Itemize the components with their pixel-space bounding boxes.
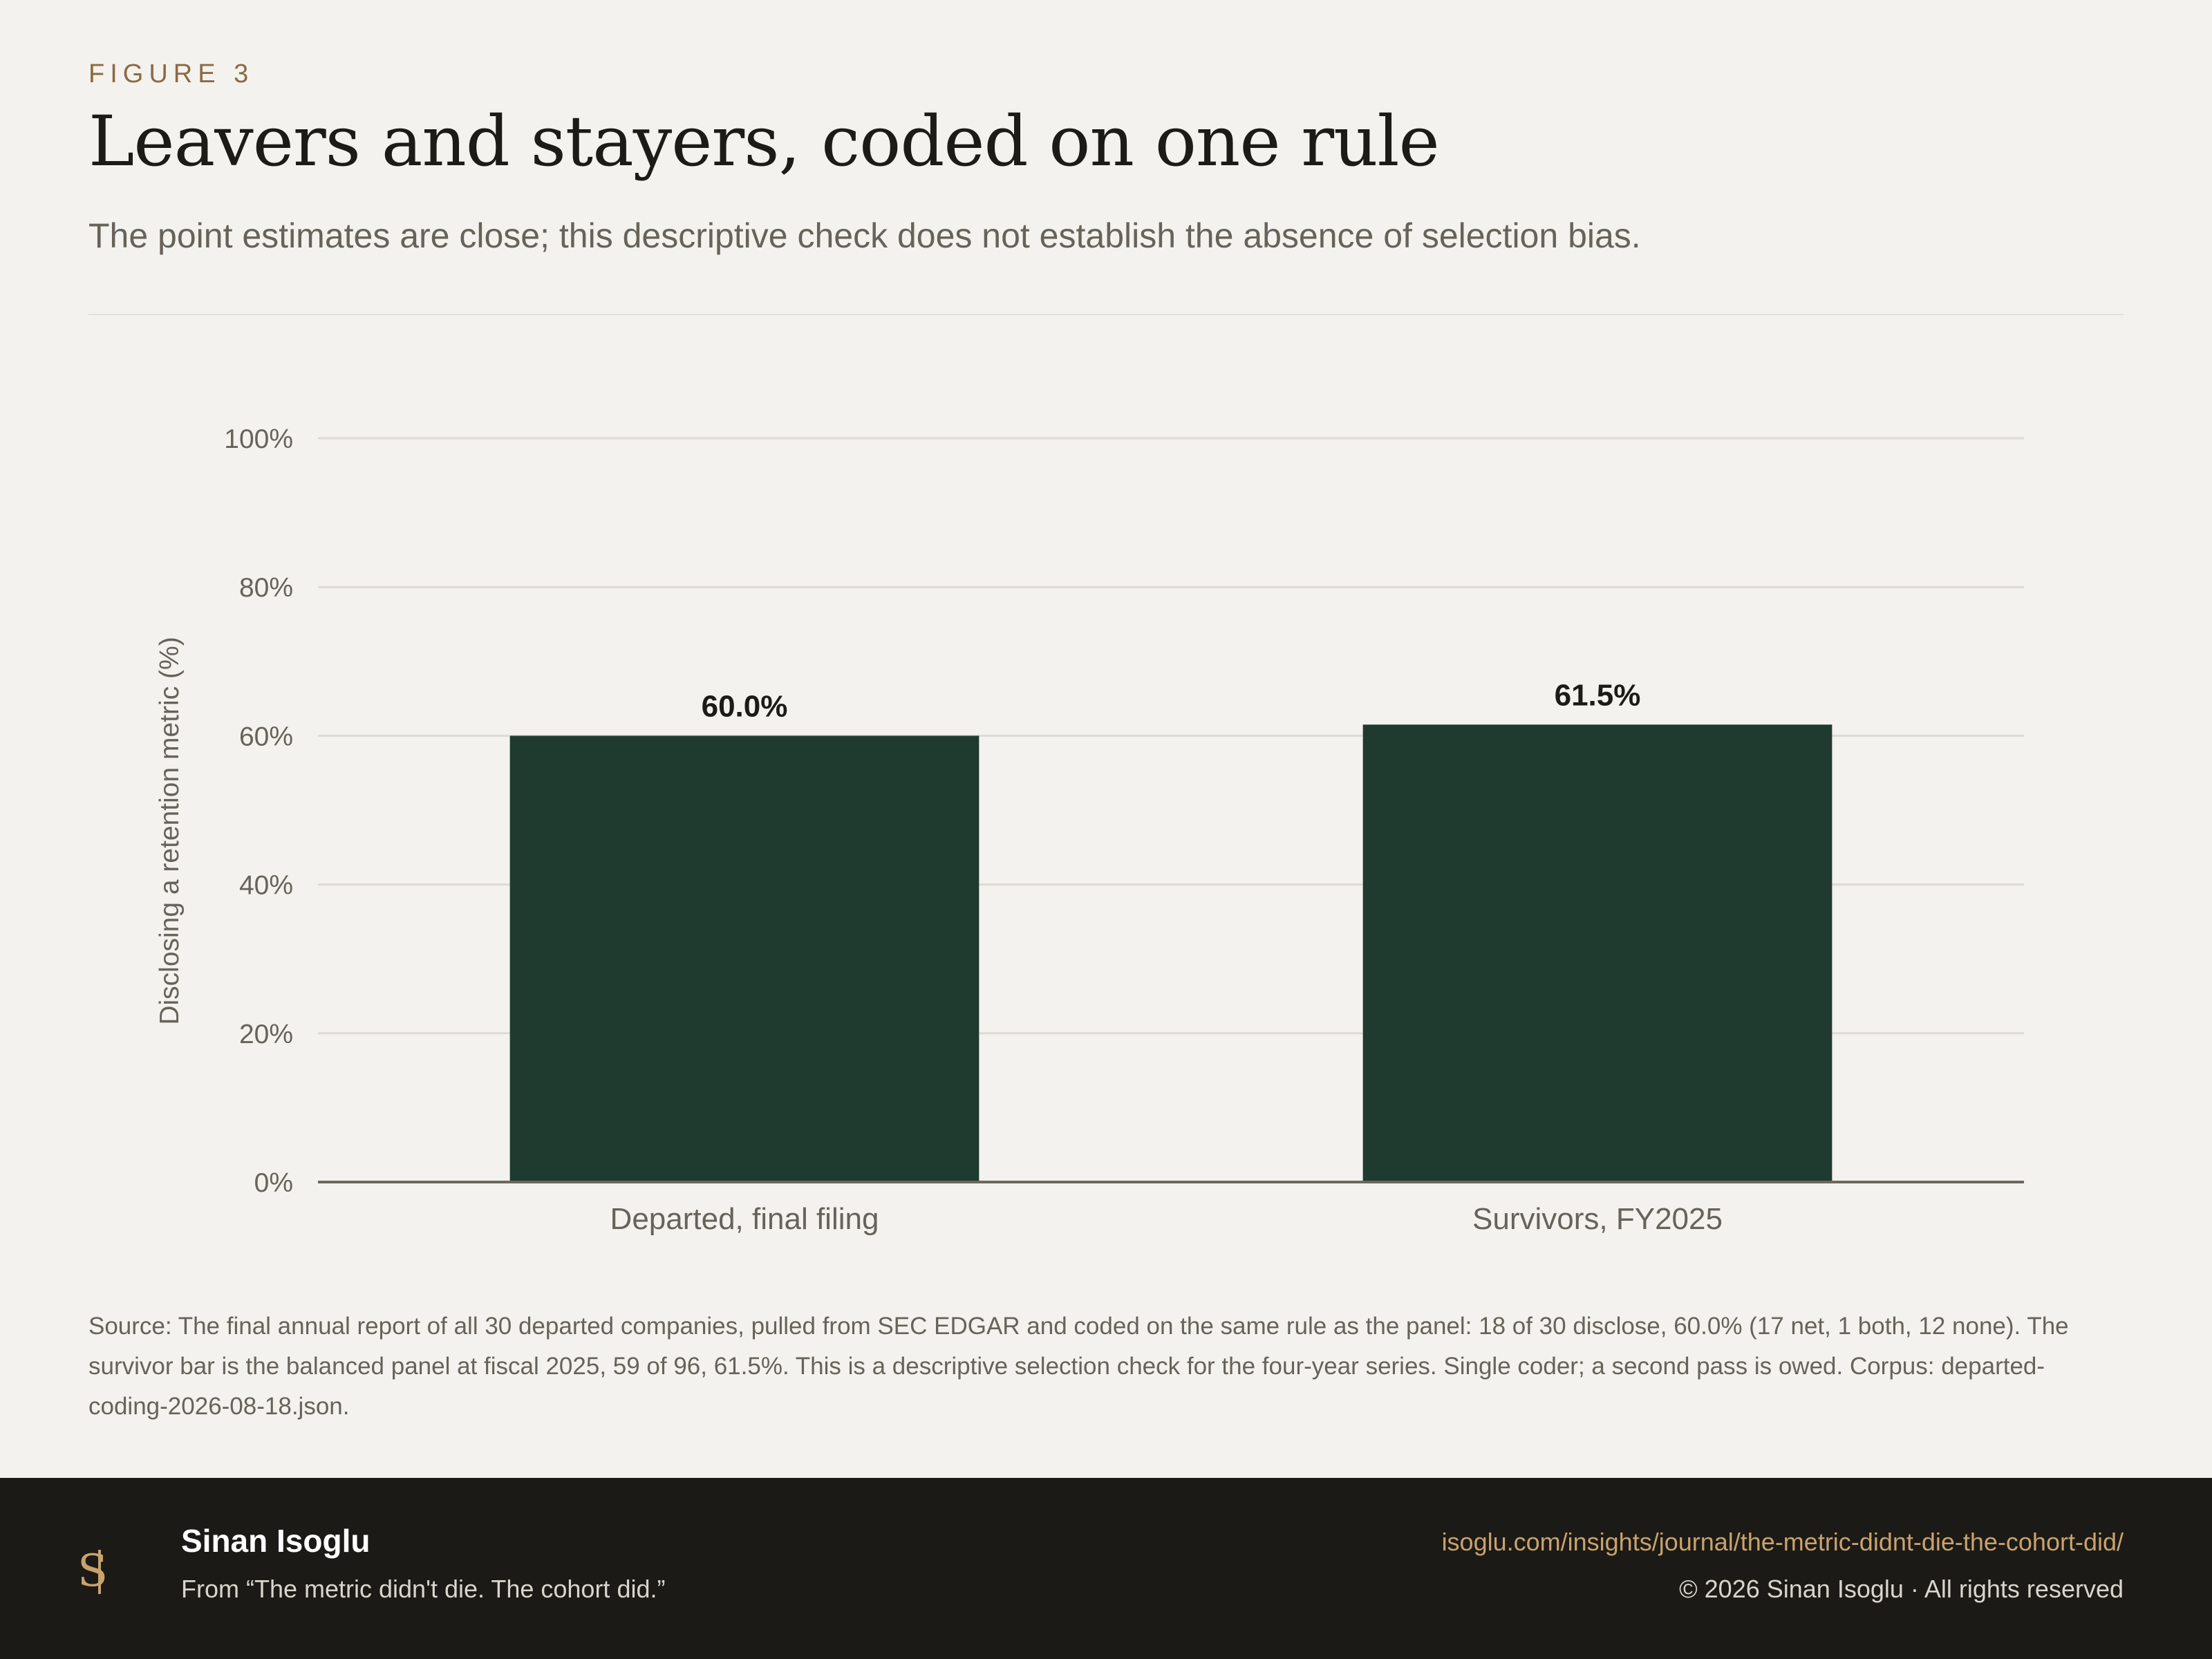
bar — [509, 735, 980, 1182]
bar-chart: 60.0% 61.5% 0% 20% 40% 60% 80% 100% Departed, f… — [155, 424, 2024, 1236]
bars: 60.0% 61.5% — [509, 678, 1833, 1182]
source-note: Source: The final annual report of all 3… — [88, 1313, 2069, 1420]
y-axis-label: Disclosing a retention metric (%) — [155, 637, 185, 1024]
copyright-notice: © 2026 Sinan Isoglu · All rights reserve… — [1679, 1575, 2124, 1603]
monogram-logo: S — [77, 1546, 108, 1597]
author-name: Sinan Isoglu — [181, 1523, 371, 1559]
svg-text:S: S — [77, 1546, 108, 1597]
chart-title: Leavers and stayers, coded on one rule — [88, 101, 1440, 182]
figure-eyebrow: FIGURE 3 — [88, 59, 254, 88]
chart-subtitle: The point estimates are close; this desc… — [88, 216, 1641, 255]
y-tick-label: 60% — [239, 722, 293, 751]
data-label: 61.5% — [1555, 678, 1641, 712]
article-reference: From “The metric didn't die. The cohort … — [181, 1575, 666, 1603]
axes: 0% 20% 40% 60% 80% 100% Departed, final filing… — [224, 424, 2024, 1236]
x-tick-label: Departed, final filing — [610, 1202, 879, 1236]
bar — [1362, 724, 1833, 1182]
y-tick-label: 0% — [254, 1168, 293, 1198]
y-tick-label: 20% — [239, 1020, 293, 1049]
x-tick-label: Survivors, FY2025 — [1472, 1202, 1723, 1236]
y-tick-label: 100% — [224, 424, 293, 454]
header-divider — [88, 314, 2124, 315]
data-label: 60.0% — [702, 689, 788, 723]
article-link[interactable]: isoglu.com/insights/journal/the-metric-d… — [1441, 1528, 2124, 1556]
y-tick-label: 80% — [239, 573, 293, 603]
footer: S Sinan Isoglu From “The metric didn't d… — [0, 1478, 2212, 1659]
y-tick-label: 40% — [239, 871, 293, 901]
